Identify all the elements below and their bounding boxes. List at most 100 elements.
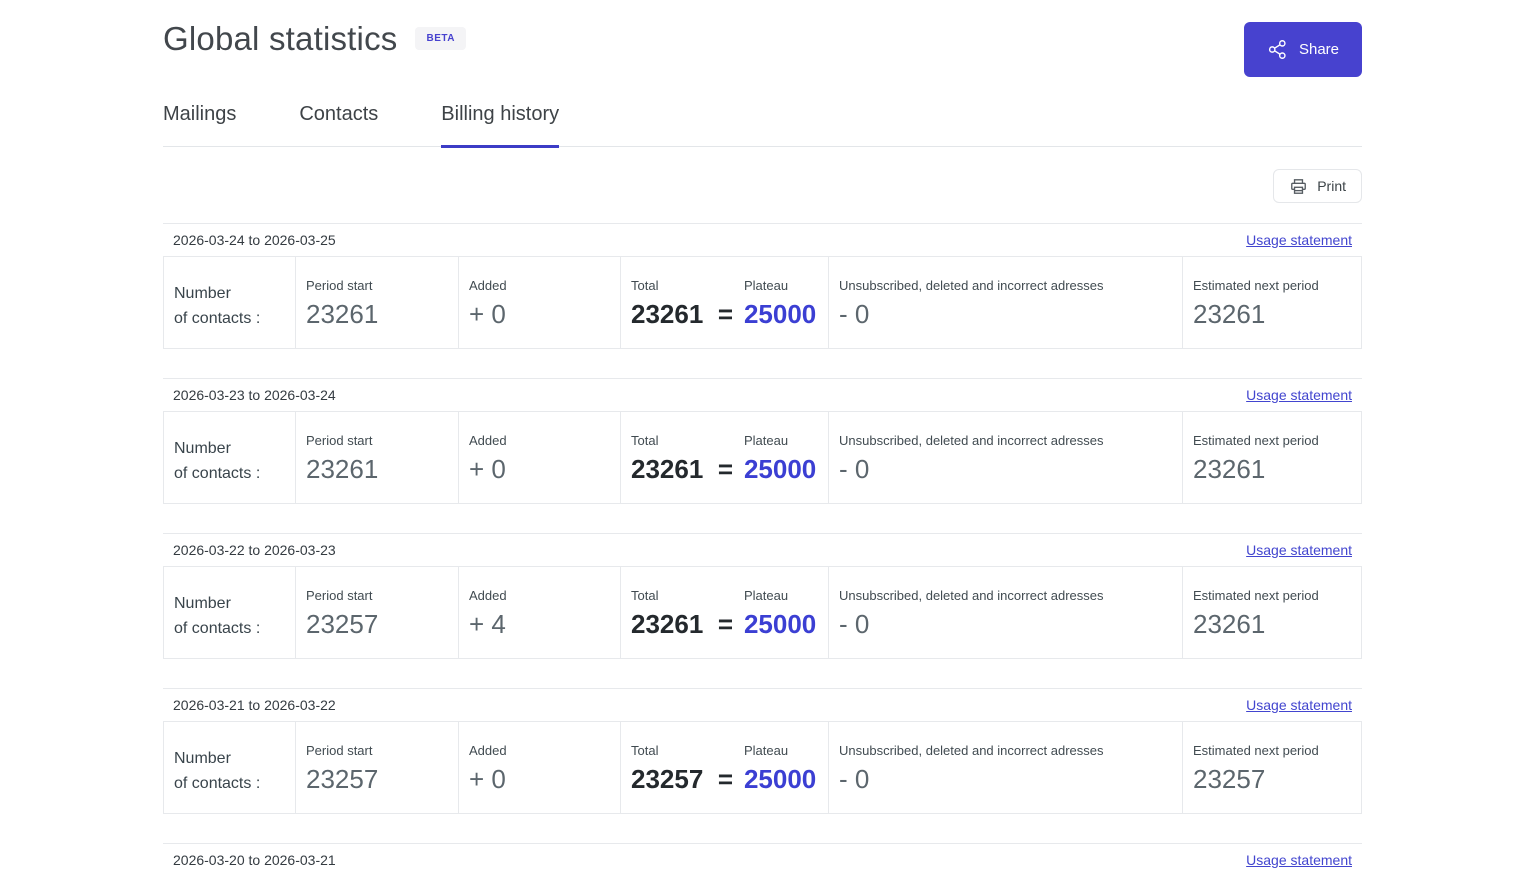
period-start-cell: Period start 23261 bbox=[295, 412, 458, 503]
period-date-range: 2026-03-22 to 2026-03-23 bbox=[173, 542, 336, 558]
contacts-label-cell: Number of contacts : bbox=[164, 412, 295, 503]
period-start-value: 23257 bbox=[306, 609, 379, 639]
number-of-contacts-label: Number of contacts : bbox=[174, 750, 261, 792]
added-cell: Added + 0 bbox=[458, 722, 620, 813]
total-plateau-cell: Total Plateau 23257 = 25000 bbox=[620, 722, 828, 813]
plateau-label: Plateau bbox=[743, 743, 789, 758]
share-button-label: Share bbox=[1298, 41, 1339, 58]
added-label: Added bbox=[469, 588, 507, 603]
usage-statement-link[interactable]: Usage statement bbox=[1246, 387, 1352, 403]
plateau-value: 25000 bbox=[743, 299, 817, 329]
period-start-cell: Period start 23261 bbox=[295, 257, 458, 348]
plateau-value: 25000 bbox=[743, 454, 817, 484]
total-label: Total bbox=[631, 588, 659, 603]
total-plateau-cell: Total Plateau 23261 = 25000 bbox=[620, 567, 828, 658]
billing-period-body: Number of contacts : Period start 23261 … bbox=[163, 256, 1362, 349]
print-button-label: Print bbox=[1317, 178, 1346, 194]
period-start-value: 23261 bbox=[306, 299, 379, 329]
unsubscribed-label: Unsubscribed, deleted and incorrect adre… bbox=[839, 278, 1104, 293]
unsubscribed-label: Unsubscribed, deleted and incorrect adre… bbox=[839, 588, 1104, 603]
period-start-label: Period start bbox=[306, 278, 373, 293]
unsubscribed-label: Unsubscribed, deleted and incorrect adre… bbox=[839, 743, 1104, 758]
added-value: + 4 bbox=[469, 609, 506, 639]
added-cell: Added + 0 bbox=[458, 257, 620, 348]
print-button[interactable]: Print bbox=[1273, 169, 1362, 203]
billing-period-header: 2026-03-21 to 2026-03-22 Usage statement bbox=[163, 688, 1362, 721]
total-plateau-cell: Total Plateau 23261 = 25000 bbox=[620, 257, 828, 348]
page-header: Global statistics BETA bbox=[163, 0, 1362, 58]
added-label: Added bbox=[469, 743, 507, 758]
tab-contacts[interactable]: Contacts bbox=[299, 103, 379, 125]
printer-icon bbox=[1289, 177, 1308, 196]
estimated-next-period-label: Estimated next period bbox=[1193, 278, 1319, 293]
plateau-value: 25000 bbox=[743, 764, 817, 794]
share-icon bbox=[1267, 39, 1288, 60]
period-start-value: 23261 bbox=[306, 454, 379, 484]
period-start-label: Period start bbox=[306, 433, 373, 448]
equals-sign: = bbox=[717, 454, 734, 484]
total-label: Total bbox=[631, 278, 659, 293]
total-value: 23261 bbox=[631, 454, 704, 484]
equals-sign: = bbox=[717, 609, 734, 639]
billing-period-card: 2026-03-22 to 2026-03-23 Usage statement… bbox=[163, 533, 1362, 659]
unsubscribed-value: - 0 bbox=[839, 609, 870, 639]
period-date-range: 2026-03-23 to 2026-03-24 bbox=[173, 387, 336, 403]
beta-badge: BETA bbox=[415, 27, 466, 50]
unsubscribed-value: - 0 bbox=[839, 299, 870, 329]
unsubscribed-cell: Unsubscribed, deleted and incorrect adre… bbox=[828, 567, 1182, 658]
total-plateau-cell: Total Plateau 23261 = 25000 bbox=[620, 412, 828, 503]
unsubscribed-cell: Unsubscribed, deleted and incorrect adre… bbox=[828, 257, 1182, 348]
estimated-next-period-cell: Estimated next period 23257 bbox=[1182, 722, 1361, 813]
usage-statement-link[interactable]: Usage statement bbox=[1246, 852, 1352, 868]
unsubscribed-value: - 0 bbox=[839, 454, 870, 484]
billing-period-body: Number of contacts : Period start 23257 … bbox=[163, 721, 1362, 814]
number-of-contacts-label: Number of contacts : bbox=[174, 440, 261, 482]
unsubscribed-value: - 0 bbox=[839, 764, 870, 794]
plateau-label: Plateau bbox=[743, 588, 789, 603]
contacts-label-cell: Number of contacts : bbox=[164, 257, 295, 348]
unsubscribed-cell: Unsubscribed, deleted and incorrect adre… bbox=[828, 722, 1182, 813]
page-title: Global statistics bbox=[163, 20, 398, 57]
contacts-label-cell: Number of contacts : bbox=[164, 722, 295, 813]
estimated-next-period-value: 23257 bbox=[1193, 764, 1266, 794]
total-value: 23261 bbox=[631, 609, 704, 639]
estimated-next-period-cell: Estimated next period 23261 bbox=[1182, 412, 1361, 503]
estimated-next-period-label: Estimated next period bbox=[1193, 588, 1319, 603]
total-value: 23257 bbox=[631, 764, 704, 794]
toolbar: Print bbox=[163, 169, 1362, 203]
share-button[interactable]: Share bbox=[1243, 22, 1362, 77]
added-label: Added bbox=[469, 433, 507, 448]
contacts-label-cell: Number of contacts : bbox=[164, 567, 295, 658]
billing-period-header: 2026-03-23 to 2026-03-24 Usage statement bbox=[163, 378, 1362, 411]
tab-billing-history[interactable]: Billing history bbox=[441, 100, 559, 148]
number-of-contacts-label: Number of contacts : bbox=[174, 595, 261, 637]
billing-period-card: 2026-03-21 to 2026-03-22 Usage statement… bbox=[163, 688, 1362, 814]
period-date-range: 2026-03-20 to 2026-03-21 bbox=[173, 852, 336, 868]
estimated-next-period-value: 23261 bbox=[1193, 609, 1266, 639]
tab-mailings[interactable]: Mailings bbox=[163, 103, 237, 125]
added-label: Added bbox=[469, 278, 507, 293]
total-value: 23261 bbox=[631, 299, 704, 329]
period-date-range: 2026-03-21 to 2026-03-22 bbox=[173, 697, 336, 713]
added-cell: Added + 0 bbox=[458, 412, 620, 503]
billing-period-body: Number of contacts : Period start 23261 … bbox=[163, 411, 1362, 504]
unsubscribed-label: Unsubscribed, deleted and incorrect adre… bbox=[839, 433, 1104, 448]
estimated-next-period-cell: Estimated next period 23261 bbox=[1182, 257, 1361, 348]
billing-period-body: Number of contacts : Period start 23257 … bbox=[163, 566, 1362, 659]
billing-history-list: 2026-03-24 to 2026-03-25 Usage statement… bbox=[163, 223, 1362, 876]
period-start-cell: Period start 23257 bbox=[295, 567, 458, 658]
added-cell: Added + 4 bbox=[458, 567, 620, 658]
unsubscribed-cell: Unsubscribed, deleted and incorrect adre… bbox=[828, 412, 1182, 503]
usage-statement-link[interactable]: Usage statement bbox=[1246, 697, 1352, 713]
plateau-value: 25000 bbox=[743, 609, 817, 639]
usage-statement-link[interactable]: Usage statement bbox=[1246, 542, 1352, 558]
usage-statement-link[interactable]: Usage statement bbox=[1246, 232, 1352, 248]
estimated-next-period-cell: Estimated next period 23261 bbox=[1182, 567, 1361, 658]
period-start-cell: Period start 23257 bbox=[295, 722, 458, 813]
period-date-range: 2026-03-24 to 2026-03-25 bbox=[173, 232, 336, 248]
period-start-label: Period start bbox=[306, 588, 373, 603]
equals-sign: = bbox=[717, 299, 734, 329]
estimated-next-period-label: Estimated next period bbox=[1193, 433, 1319, 448]
billing-period-header: 2026-03-20 to 2026-03-21 Usage statement bbox=[163, 843, 1362, 876]
